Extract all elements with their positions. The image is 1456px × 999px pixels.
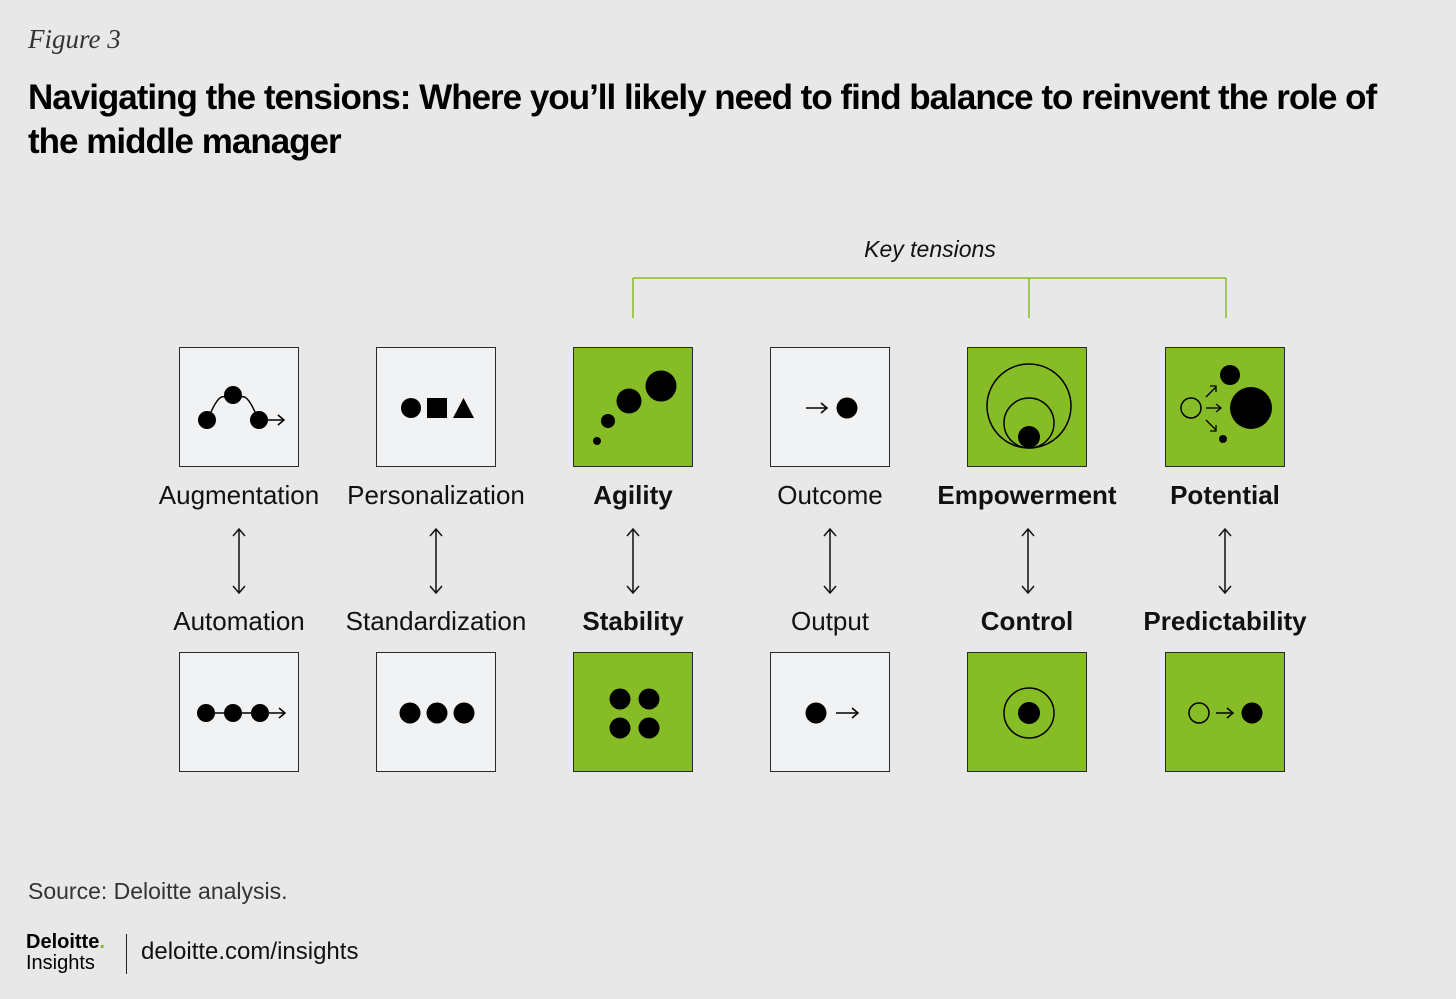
standardization-icon-box	[376, 652, 496, 772]
term-augmentation: Augmentation	[158, 480, 320, 510]
figure-label: Figure 3	[28, 24, 121, 54]
source-note: Source: Deloitte analysis.	[28, 878, 288, 904]
personalization-icon	[401, 398, 474, 418]
output-icon	[805, 702, 860, 724]
double-arrow-icon	[429, 527, 443, 595]
brand-name: Deloitte	[26, 931, 100, 953]
term-output: Output	[790, 606, 870, 636]
empowerment-icon	[986, 363, 1072, 449]
stability-icon-box	[573, 652, 693, 772]
empowerment-icon-box	[967, 347, 1087, 467]
agility-icon	[593, 370, 677, 445]
outcome-icon-box	[770, 347, 890, 467]
potential-icon-box	[1165, 347, 1285, 467]
figure-title: Navigating the tensions: Where you’ll li…	[28, 78, 1377, 161]
term-automation: Automation	[173, 606, 305, 636]
double-arrow-icon	[1218, 527, 1232, 595]
double-arrow-icon	[1021, 527, 1035, 595]
augmentation-icon-box	[179, 347, 299, 467]
agility-icon-box	[573, 347, 693, 467]
double-arrow-icon	[823, 527, 837, 595]
brand-sub: Insights	[26, 952, 95, 974]
predictability-icon	[1188, 702, 1263, 724]
automation-icon-box	[179, 652, 299, 772]
automation-icon	[197, 704, 287, 722]
term-standardization: Standardization	[345, 606, 527, 636]
control-icon	[1003, 687, 1055, 739]
term-stability: Stability	[582, 606, 684, 636]
term-empowerment: Empowerment	[937, 480, 1117, 510]
double-arrow-icon	[232, 527, 246, 595]
standardization-icon	[399, 702, 475, 724]
personalization-icon-box	[376, 347, 496, 467]
output-icon-box	[770, 652, 890, 772]
predictability-icon-box	[1165, 652, 1285, 772]
potential-icon	[1180, 365, 1272, 443]
term-outcome: Outcome	[777, 480, 883, 510]
term-agility: Agility	[593, 480, 673, 510]
term-potential: Potential	[1170, 480, 1280, 510]
outcome-icon	[806, 397, 858, 419]
term-control: Control	[980, 606, 1074, 636]
deloitte-insights-logo: Deloitte. Insights	[26, 931, 105, 974]
key-tensions-label: Key tensions	[864, 236, 996, 262]
brand-url: deloitte.com/insights	[141, 938, 359, 965]
stability-icon	[609, 688, 660, 739]
control-icon-box	[967, 652, 1087, 772]
term-predictability: Predictability	[1143, 606, 1307, 636]
term-personalization: Personalization	[347, 480, 525, 510]
double-arrow-icon	[626, 527, 640, 595]
brand-divider	[126, 934, 127, 974]
augmentation-icon	[198, 386, 286, 429]
